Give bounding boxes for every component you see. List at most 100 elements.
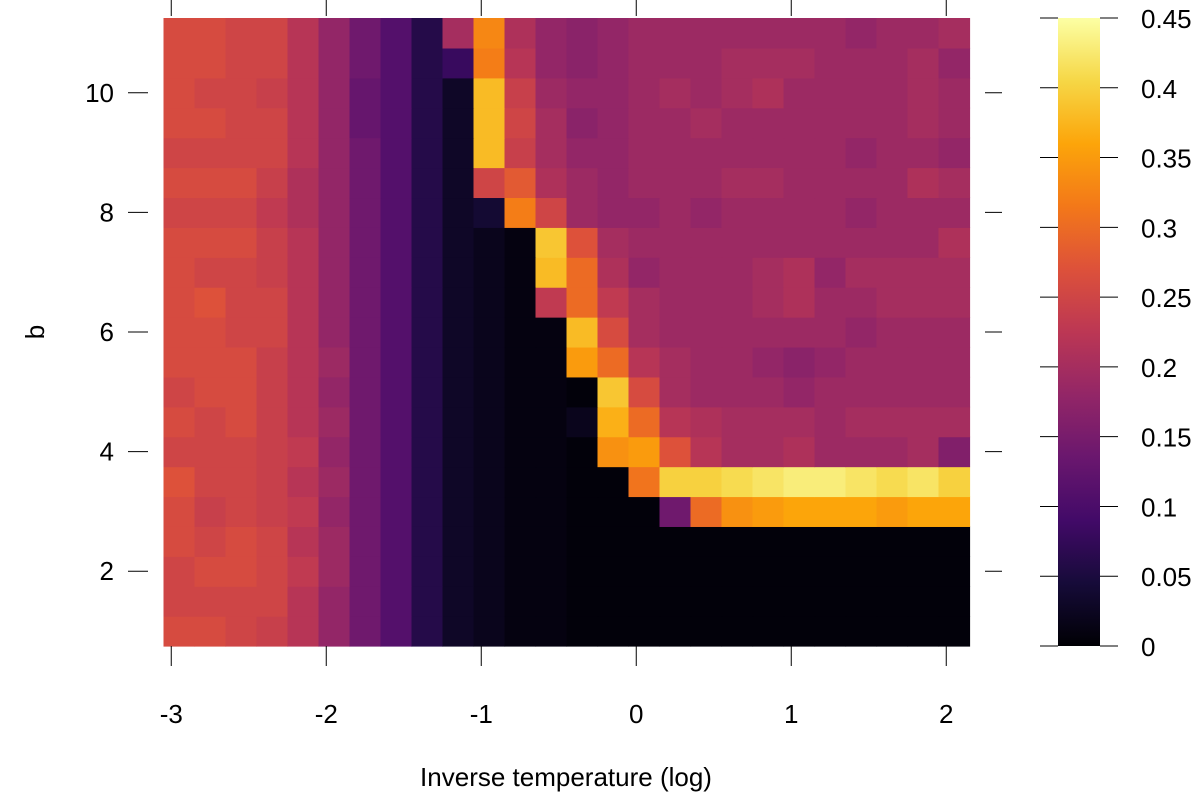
x-tick-label: 2 (939, 699, 953, 729)
heatmap-cell (473, 47, 506, 79)
heatmap-cell (349, 77, 382, 109)
heatmap-cell (194, 616, 227, 647)
heatmap-cell (411, 197, 444, 228)
heatmap-cell (318, 556, 351, 587)
y-tick-label: 6 (100, 317, 114, 347)
heatmap-cell (938, 496, 971, 527)
heatmap-cell (597, 107, 630, 139)
heatmap-cell (411, 77, 444, 109)
heatmap-cell (752, 257, 785, 288)
heatmap-cell (318, 77, 351, 109)
heatmap-cell (814, 346, 847, 378)
heatmap-cell (380, 346, 413, 378)
heatmap-cell (473, 107, 506, 139)
heatmap-cell (845, 346, 878, 378)
colorbar-tick-label: 0.2 (1141, 353, 1177, 383)
heatmap-cell (349, 317, 382, 348)
heatmap-cell (752, 436, 785, 468)
heatmap-cell (504, 556, 537, 587)
heatmap-cell (659, 197, 692, 228)
heatmap-cell (876, 257, 909, 288)
heatmap-cell (287, 77, 320, 109)
heatmap-cell (287, 257, 320, 288)
heatmap-cell (907, 137, 940, 169)
heatmap-cell (411, 376, 444, 408)
heatmap-cell (287, 197, 320, 228)
heatmap-cell (380, 406, 413, 438)
heatmap-cell (411, 257, 444, 288)
heatmap-cell (163, 227, 196, 258)
heatmap-cell (845, 556, 878, 587)
heatmap-cell (659, 107, 692, 139)
heatmap-cell (504, 496, 537, 527)
heatmap-cell (442, 287, 475, 318)
heatmap-cell (566, 137, 599, 169)
y-tick-label: 8 (100, 197, 114, 227)
heatmap-cell (349, 197, 382, 228)
heatmap-cell (287, 137, 320, 169)
heatmap-cell (442, 197, 475, 228)
heatmap-cell (845, 287, 878, 318)
heatmap-cell (845, 436, 878, 468)
heatmap-cell (876, 616, 909, 647)
heatmap-cell (597, 287, 630, 318)
heatmap-cell (380, 257, 413, 288)
heatmap-cell (752, 466, 785, 498)
heatmap-cell (876, 436, 909, 468)
heatmap-cell (163, 317, 196, 348)
heatmap-cell (225, 496, 258, 527)
heatmap-cell (690, 227, 723, 258)
heatmap-cell (938, 346, 971, 378)
heatmap-cell (566, 436, 599, 468)
heatmap-cell (721, 436, 754, 468)
heatmap-cell (628, 346, 661, 378)
heatmap-cell (566, 346, 599, 378)
heatmap-cell (535, 466, 568, 498)
heatmap-cell (535, 197, 568, 228)
heatmap-cell (163, 197, 196, 228)
heatmap-cell (535, 287, 568, 318)
heatmap-cell (163, 77, 196, 109)
heatmap-cell (845, 137, 878, 169)
x-axis-title: Inverse temperature (log) (420, 762, 712, 792)
heatmap-cell (380, 287, 413, 318)
heatmap-cell (938, 586, 971, 617)
heatmap-cell (907, 287, 940, 318)
heatmap-cell (380, 197, 413, 228)
heatmap-cell (876, 18, 909, 49)
heatmap-cell (318, 287, 351, 318)
heatmap-cell (938, 47, 971, 79)
heatmap-cell (349, 616, 382, 647)
colorbar-tick-label: 0.3 (1141, 213, 1177, 243)
heatmap-cell (876, 496, 909, 527)
heatmap-cell (938, 227, 971, 258)
heatmap-cell (194, 77, 227, 109)
heatmap-cell (256, 346, 289, 378)
heatmap-cell (442, 18, 475, 49)
heatmap-cell (783, 586, 816, 617)
heatmap-cell (938, 197, 971, 228)
heatmap-cell (907, 526, 940, 557)
heatmap-cell (938, 137, 971, 169)
y-tick-label: 4 (100, 437, 114, 467)
heatmap-cell (256, 586, 289, 617)
colorbar-tick-label: 0 (1141, 632, 1155, 662)
heatmap-cell (194, 436, 227, 468)
heatmap-cell (752, 137, 785, 169)
heatmap-cell (442, 526, 475, 557)
heatmap-cell (473, 167, 506, 199)
heatmap-cell (814, 137, 847, 169)
heatmap-cell (597, 556, 630, 587)
heatmap-cell (535, 616, 568, 647)
heatmap-cell (628, 436, 661, 468)
heatmap-cell (225, 466, 258, 498)
heatmap-cell (504, 466, 537, 498)
heatmap-cell (163, 376, 196, 408)
heatmap-cell (225, 586, 258, 617)
heatmap-cell (287, 586, 320, 617)
heatmap-cell (876, 317, 909, 348)
y-tick-label: 2 (100, 556, 114, 586)
heatmap-cell (380, 526, 413, 557)
heatmap-cell (256, 287, 289, 318)
heatmap-cell (659, 406, 692, 438)
